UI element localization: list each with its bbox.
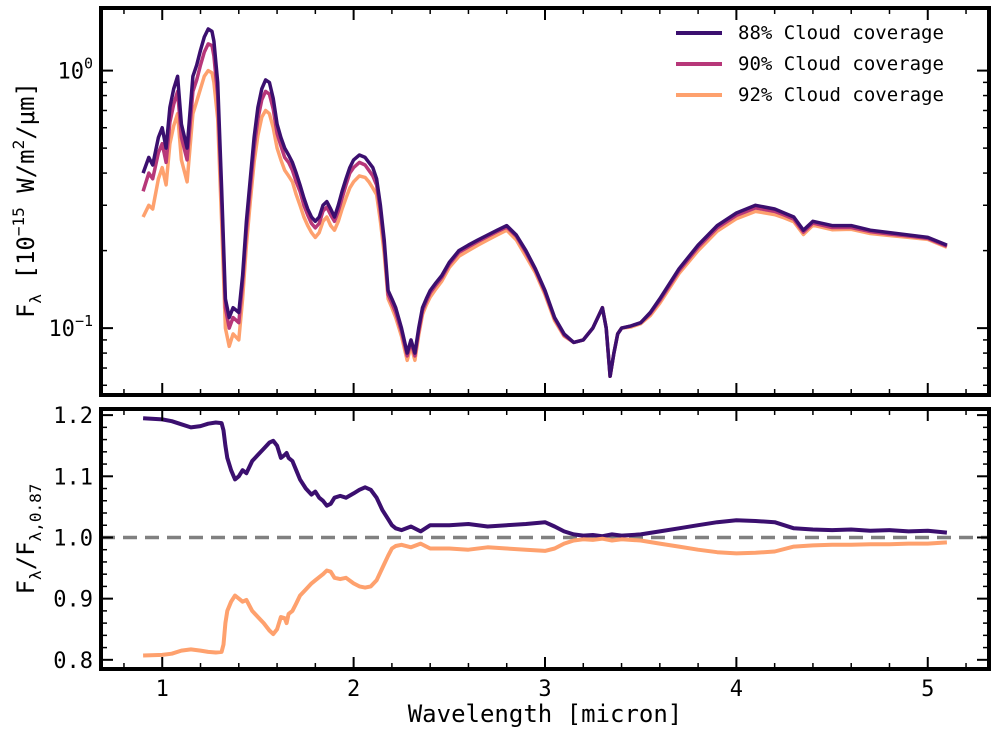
y-axis-title-text: Fλ [10−15 W/m2/μm] <box>9 82 45 318</box>
top-y-tick-label: 100 <box>57 55 93 85</box>
top-panel: 10−1 100 Fλ [10−15 W/m2/μm] 88% Cloud cov… <box>9 6 991 397</box>
bottom-series-line-0 <box>142 416 948 539</box>
legend-label-1: 90% Cloud coverage <box>738 53 944 75</box>
bottom-series-line-1 <box>143 536 948 658</box>
bottom-series-lines <box>142 416 948 658</box>
bottom-panel-frame <box>99 407 991 671</box>
x-tick-label: 5 <box>921 677 934 702</box>
x-tick-label: 1 <box>156 677 169 702</box>
top-y-tick-label: 10−1 <box>48 312 93 342</box>
legend-label-2: 92% Cloud coverage <box>738 84 944 106</box>
x-axis-title: Wavelength [micron] <box>408 700 683 728</box>
bottom-y-tick-label: 0.8 <box>53 649 93 674</box>
bottom-y-tick-label: 0.9 <box>53 588 93 613</box>
y-axis-title-text: Fλ/Fλ,0.87 <box>12 484 45 595</box>
bottom-y-axis-title: Fλ/Fλ,0.87 <box>12 484 45 595</box>
legend-label-0: 88% Cloud coverage <box>738 22 944 44</box>
bottom-y-tick-label: 1.0 <box>53 526 93 551</box>
x-tick-label: 4 <box>730 677 743 702</box>
top-y-axis-title: Fλ [10−15 W/m2/μm] <box>9 82 45 318</box>
bottom-y-tick-label: 1.1 <box>53 465 93 490</box>
x-tick-label: 2 <box>347 677 360 702</box>
bottom-panel: 1 2 3 4 5 0.8 0.9 1.0 1.1 1.2 Fλ/Fλ,0.87 <box>12 404 991 702</box>
bottom-y-tick-label: 1.2 <box>53 404 93 429</box>
x-tick-label: 3 <box>538 677 551 702</box>
top-panel-frame <box>99 6 991 397</box>
top-series-line-0 <box>141 27 948 379</box>
legend: 88% Cloud coverage 90% Cloud coverage 92% … <box>676 22 944 106</box>
top-series-lines <box>141 27 948 379</box>
